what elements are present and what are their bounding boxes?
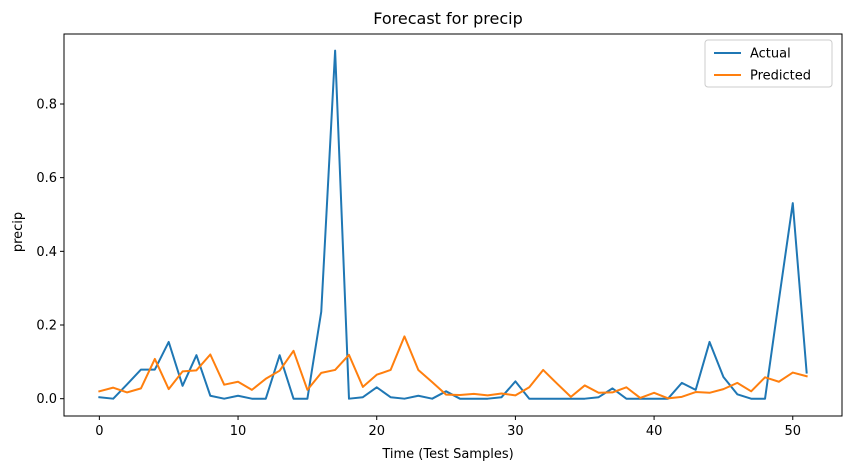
legend: Actual Predicted bbox=[704, 39, 833, 88]
axes-layer: 0 10 20 30 40 50 0.0 0.2 0.4 0.6 0.8 bbox=[36, 33, 843, 439]
y-tick-label: 0.0 bbox=[36, 392, 57, 407]
legend-label-actual: Actual bbox=[750, 47, 791, 62]
series-line-predicted bbox=[98, 335, 808, 400]
y-tick-label: 0.4 bbox=[36, 245, 57, 260]
x-tick-label: 10 bbox=[230, 424, 247, 439]
x-tick-label: 20 bbox=[368, 424, 385, 439]
series-layer bbox=[98, 49, 808, 400]
plot-frame bbox=[63, 33, 843, 417]
y-tick-label: 0.6 bbox=[36, 171, 57, 186]
y-axis-label: precip bbox=[11, 212, 26, 252]
chart-title: Forecast for precip bbox=[373, 9, 523, 28]
x-tick-label: 50 bbox=[784, 424, 801, 439]
x-tick-label: 0 bbox=[95, 424, 103, 439]
y-tick-label: 0.8 bbox=[36, 97, 57, 112]
y-tick-label: 0.2 bbox=[36, 319, 57, 334]
legend-label-predicted: Predicted bbox=[750, 69, 811, 84]
x-tick-label: 30 bbox=[507, 424, 524, 439]
x-axis-label: Time (Test Samples) bbox=[381, 447, 513, 462]
x-tick-label: 40 bbox=[646, 424, 663, 439]
